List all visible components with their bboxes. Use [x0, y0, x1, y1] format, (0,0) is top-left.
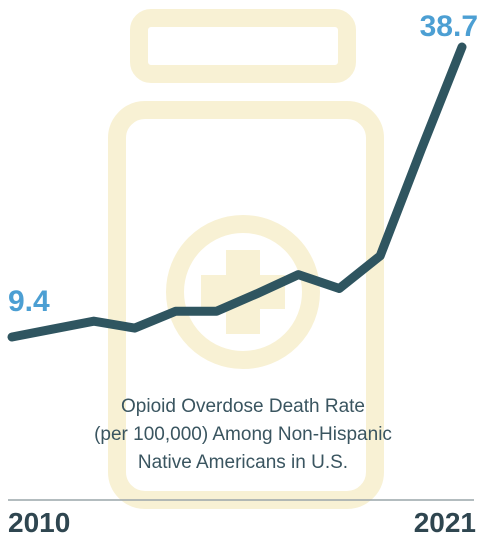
chart-title: Native Americans in U.S. — [138, 452, 348, 473]
x-tick-label: 2021 — [414, 507, 476, 538]
chart-title: (per 100,000) Among Non-Hispanic — [94, 424, 392, 445]
data-line — [7, 42, 467, 342]
value-label: 9.4 — [8, 285, 50, 318]
chart-title: Opioid Overdose Death Rate — [121, 396, 365, 417]
x-tick-label: 2010 — [8, 507, 70, 538]
value-label: 38.7 — [420, 10, 478, 43]
